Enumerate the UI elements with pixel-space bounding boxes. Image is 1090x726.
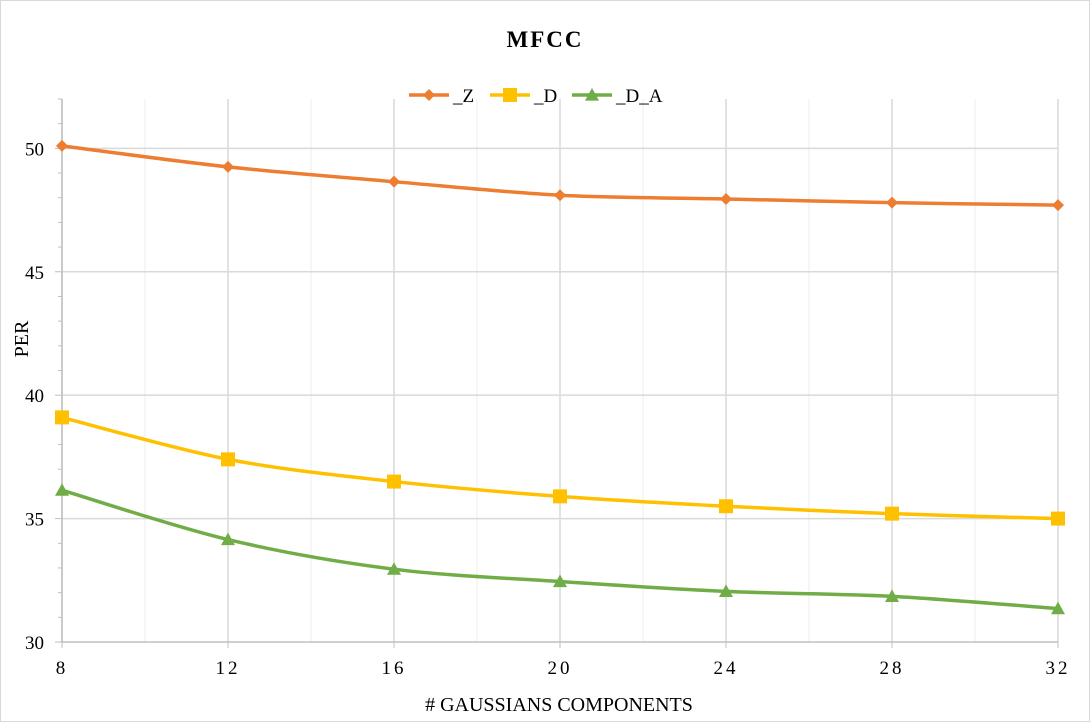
data-point-diamond (423, 89, 435, 101)
data-point-square (55, 410, 69, 425)
x-axis-label: # GAUSSIANS COMPONENTS (425, 694, 693, 716)
data-point-triangle (1051, 601, 1065, 615)
data-point-diamond (720, 192, 732, 205)
grid-layer (61, 99, 1059, 642)
data-point-triangle (553, 574, 567, 588)
legend-label: _D (533, 86, 557, 107)
legend-label: _Z (452, 86, 474, 107)
data-point-square (221, 452, 235, 467)
data-point-square (719, 499, 733, 514)
x-tick-label: 32 (1046, 658, 1071, 679)
legend-label: _D_A (615, 86, 663, 107)
data-point-square (885, 506, 899, 521)
series-d (55, 410, 1065, 526)
data-point-diamond (886, 196, 898, 209)
y-tick-label: 45 (25, 263, 44, 284)
x-tick-label: 12 (216, 658, 241, 679)
data-point-square (1051, 511, 1065, 526)
y-tick-label: 50 (25, 139, 44, 160)
data-point-diamond (222, 160, 234, 173)
chart-title: MFCC (507, 27, 584, 52)
data-point-triangle (585, 88, 599, 101)
data-point-triangle (221, 532, 235, 546)
data-point-square (553, 489, 567, 504)
series-z (56, 139, 1064, 212)
data-point-diamond (554, 189, 566, 202)
axis-layer: 30 35 40 45 50 8 12 16 20 24 28 32 (25, 98, 1071, 679)
y-tick-label: 40 (25, 386, 44, 407)
legend-item: _D (490, 86, 557, 107)
data-point-triangle (719, 584, 733, 598)
y-tick-label: 30 (25, 633, 44, 654)
legend-item: _D_A (572, 86, 663, 107)
data-point-square (387, 474, 401, 489)
y-axis-label: PER (11, 320, 33, 357)
x-tick-label: 8 (56, 658, 69, 679)
x-tick-label: 28 (880, 658, 905, 679)
x-tick-label: 24 (714, 658, 739, 679)
series-d-a (55, 483, 1065, 615)
data-point-diamond (56, 139, 68, 152)
data-point-triangle (55, 483, 69, 496)
data-point-diamond (1052, 199, 1064, 212)
y-tick-label: 35 (25, 510, 44, 531)
x-tick-label: 16 (382, 658, 407, 679)
data-point-triangle (885, 589, 899, 602)
data-point-triangle (387, 562, 401, 575)
x-tick-label: 20 (548, 658, 573, 679)
series-layer (55, 139, 1065, 615)
legend: _Z _D _D_A (409, 86, 663, 107)
legend-item: _Z (409, 86, 474, 107)
data-point-square (503, 88, 517, 102)
data-point-diamond (388, 175, 400, 188)
